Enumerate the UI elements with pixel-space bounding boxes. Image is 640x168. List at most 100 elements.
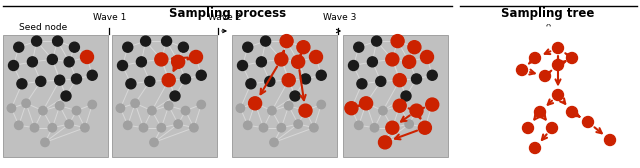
Circle shape	[148, 107, 156, 115]
Circle shape	[197, 100, 205, 109]
Circle shape	[13, 42, 24, 52]
Circle shape	[52, 36, 63, 46]
Circle shape	[268, 107, 276, 115]
Circle shape	[8, 60, 19, 71]
Circle shape	[64, 57, 74, 67]
Circle shape	[529, 142, 541, 154]
Circle shape	[181, 107, 189, 115]
Circle shape	[405, 120, 413, 128]
Circle shape	[38, 107, 47, 115]
Circle shape	[516, 65, 527, 75]
Circle shape	[378, 136, 392, 149]
Circle shape	[408, 41, 421, 54]
Circle shape	[155, 53, 168, 66]
Circle shape	[605, 135, 616, 145]
Circle shape	[419, 121, 431, 134]
Circle shape	[379, 107, 387, 115]
Circle shape	[552, 90, 563, 100]
Circle shape	[294, 120, 302, 128]
Circle shape	[56, 102, 64, 110]
Circle shape	[290, 91, 300, 101]
Circle shape	[172, 55, 185, 68]
Circle shape	[401, 91, 411, 101]
Circle shape	[393, 74, 406, 87]
Circle shape	[372, 36, 381, 46]
Circle shape	[81, 123, 89, 132]
Circle shape	[360, 97, 372, 110]
Circle shape	[540, 71, 550, 81]
Circle shape	[260, 36, 271, 46]
Circle shape	[136, 57, 147, 67]
Circle shape	[69, 42, 79, 52]
Circle shape	[547, 122, 557, 134]
Circle shape	[81, 50, 93, 64]
Text: Wave 1: Wave 1	[93, 13, 127, 23]
Circle shape	[28, 57, 37, 67]
Circle shape	[529, 52, 541, 64]
Circle shape	[87, 70, 97, 80]
Circle shape	[161, 36, 172, 46]
Circle shape	[145, 76, 155, 86]
Circle shape	[246, 79, 256, 89]
Circle shape	[126, 79, 136, 89]
Circle shape	[248, 97, 262, 110]
Circle shape	[61, 91, 71, 101]
Text: Sampling tree: Sampling tree	[501, 7, 595, 20]
Circle shape	[189, 123, 198, 132]
Circle shape	[118, 60, 127, 71]
Circle shape	[157, 123, 166, 132]
Circle shape	[72, 107, 81, 115]
Circle shape	[386, 121, 399, 134]
Circle shape	[116, 104, 125, 112]
Text: ᵔ: ᵔ	[545, 22, 550, 36]
Circle shape	[54, 75, 65, 85]
Circle shape	[301, 74, 310, 84]
Circle shape	[566, 52, 577, 64]
Circle shape	[131, 99, 140, 108]
Circle shape	[243, 42, 253, 52]
Circle shape	[236, 104, 244, 112]
Circle shape	[7, 104, 15, 112]
Circle shape	[88, 100, 97, 109]
Circle shape	[299, 104, 312, 117]
Circle shape	[174, 120, 182, 128]
Circle shape	[180, 74, 191, 84]
Circle shape	[123, 42, 132, 52]
Circle shape	[349, 60, 358, 71]
Circle shape	[310, 50, 323, 64]
Circle shape	[140, 123, 148, 132]
Circle shape	[355, 121, 363, 130]
Circle shape	[367, 57, 378, 67]
Circle shape	[412, 74, 422, 84]
Bar	[112, 35, 217, 157]
Circle shape	[426, 98, 439, 111]
Circle shape	[566, 107, 577, 117]
Circle shape	[371, 123, 379, 132]
Circle shape	[292, 55, 305, 68]
Circle shape	[257, 57, 266, 67]
Circle shape	[31, 36, 42, 46]
Circle shape	[196, 70, 206, 80]
Circle shape	[316, 70, 326, 80]
Circle shape	[72, 74, 81, 84]
Circle shape	[420, 50, 433, 64]
Circle shape	[345, 102, 358, 115]
Circle shape	[141, 36, 150, 46]
Circle shape	[48, 123, 56, 132]
Circle shape	[285, 102, 293, 110]
Circle shape	[277, 123, 285, 132]
Circle shape	[582, 116, 593, 128]
Circle shape	[41, 138, 49, 146]
Circle shape	[17, 79, 27, 89]
Circle shape	[403, 55, 415, 68]
Circle shape	[189, 50, 202, 64]
Circle shape	[244, 121, 252, 130]
Circle shape	[47, 54, 58, 64]
Circle shape	[259, 123, 268, 132]
Bar	[3, 35, 108, 157]
Circle shape	[391, 35, 404, 48]
Circle shape	[282, 74, 295, 87]
Circle shape	[280, 35, 293, 48]
Circle shape	[265, 76, 275, 86]
Circle shape	[354, 42, 364, 52]
